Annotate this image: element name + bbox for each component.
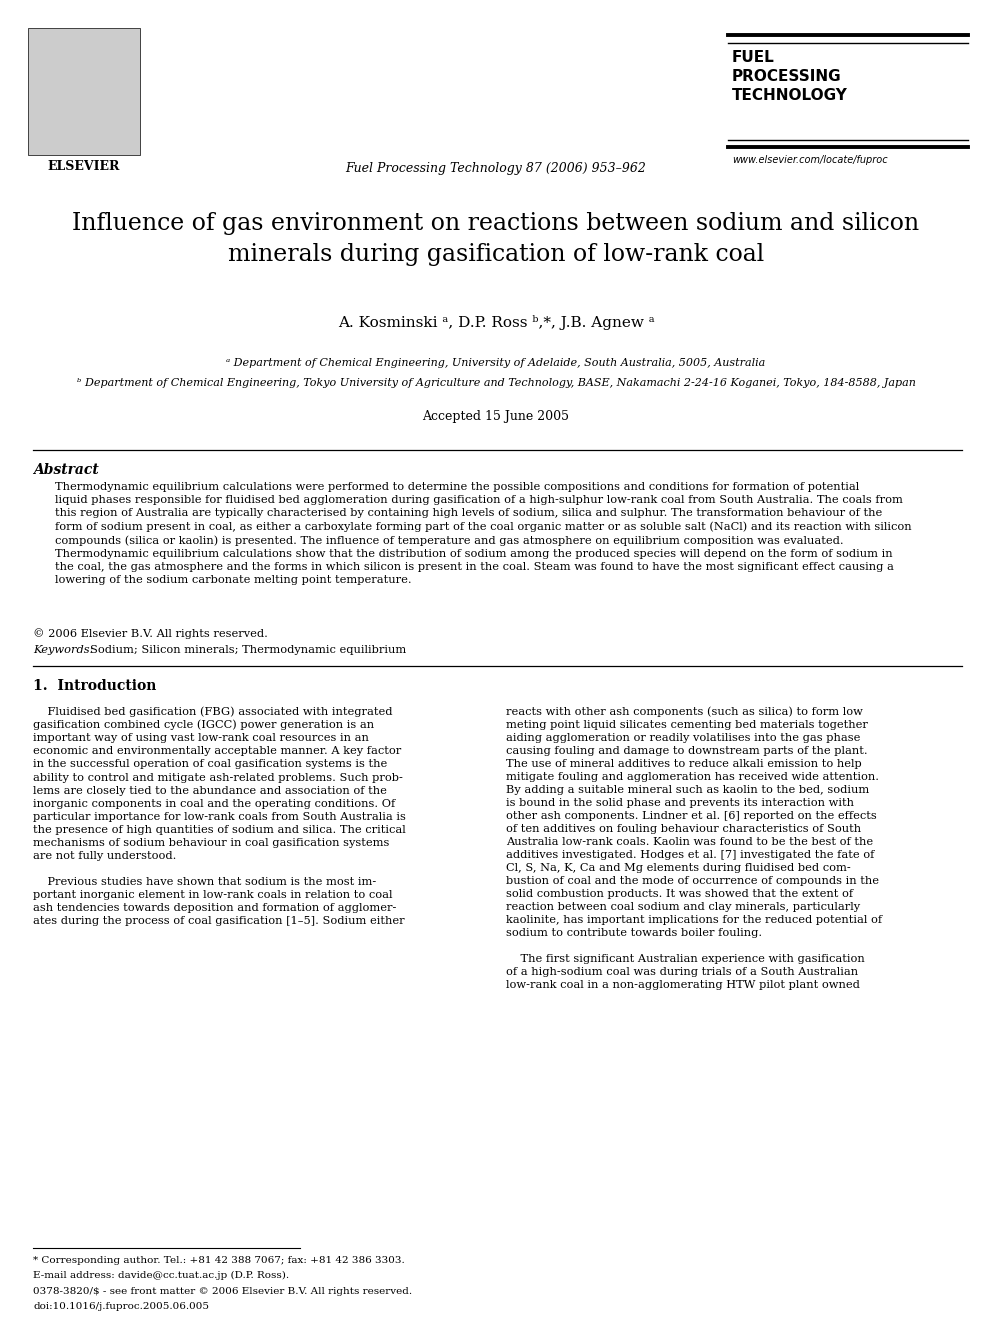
Text: * Corresponding author. Tel.: +81 42 388 7067; fax: +81 42 386 3303.: * Corresponding author. Tel.: +81 42 388… — [33, 1256, 405, 1265]
Text: Thermodynamic equilibrium calculations were performed to determine the possible : Thermodynamic equilibrium calculations w… — [55, 482, 912, 585]
Text: ᵃ Department of Chemical Engineering, University of Adelaide, South Australia, 5: ᵃ Department of Chemical Engineering, Un… — [226, 359, 766, 368]
Text: ELSEVIER: ELSEVIER — [48, 160, 120, 173]
Text: Fluidised bed gasification (FBG) associated with integrated
gasification combine: Fluidised bed gasification (FBG) associa… — [33, 706, 406, 926]
Text: 0378-3820/$ - see front matter © 2006 Elsevier B.V. All rights reserved.: 0378-3820/$ - see front matter © 2006 El… — [33, 1287, 412, 1297]
Text: doi:10.1016/j.fuproc.2005.06.005: doi:10.1016/j.fuproc.2005.06.005 — [33, 1302, 209, 1311]
Text: Keywords:: Keywords: — [33, 646, 93, 655]
Text: Accepted 15 June 2005: Accepted 15 June 2005 — [423, 410, 569, 423]
Text: 1.  Introduction: 1. Introduction — [33, 679, 157, 693]
Text: Abstract: Abstract — [33, 463, 99, 478]
Text: www.elsevier.com/locate/fuproc: www.elsevier.com/locate/fuproc — [732, 155, 888, 165]
Text: © 2006 Elsevier B.V. All rights reserved.: © 2006 Elsevier B.V. All rights reserved… — [33, 628, 268, 639]
Text: E-mail address: davide@cc.tuat.ac.jp (D.P. Ross).: E-mail address: davide@cc.tuat.ac.jp (D.… — [33, 1271, 289, 1281]
Text: FUEL
PROCESSING
TECHNOLOGY: FUEL PROCESSING TECHNOLOGY — [732, 50, 848, 103]
Text: Sodium; Silicon minerals; Thermodynamic equilibrium: Sodium; Silicon minerals; Thermodynamic … — [90, 646, 407, 655]
Text: reacts with other ash components (such as silica) to form low
meting point liqui: reacts with other ash components (such a… — [506, 706, 882, 991]
Bar — [28, 28, 140, 155]
Text: Influence of gas environment on reactions between sodium and silicon
minerals du: Influence of gas environment on reaction… — [72, 212, 920, 266]
Text: A. Kosminski ᵃ, D.P. Ross ᵇ,*, J.B. Agnew ᵃ: A. Kosminski ᵃ, D.P. Ross ᵇ,*, J.B. Agne… — [337, 315, 655, 329]
Text: ᵇ Department of Chemical Engineering, Tokyo University of Agriculture and Techno: ᵇ Department of Chemical Engineering, To… — [76, 378, 916, 388]
Text: Fuel Processing Technology 87 (2006) 953–962: Fuel Processing Technology 87 (2006) 953… — [345, 161, 647, 175]
